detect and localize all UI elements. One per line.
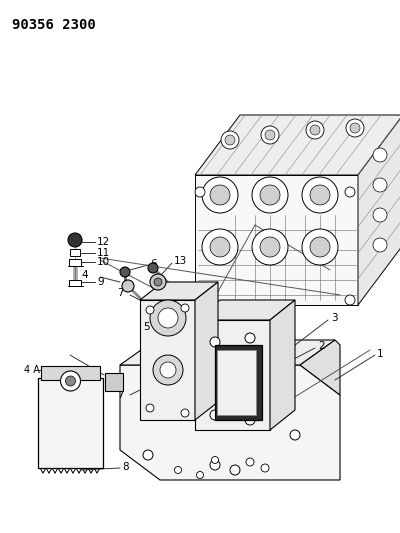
Text: 2: 2 (318, 341, 325, 351)
Circle shape (196, 472, 204, 479)
Polygon shape (195, 175, 358, 305)
Circle shape (230, 465, 240, 475)
Polygon shape (195, 320, 270, 430)
Circle shape (66, 376, 76, 386)
Circle shape (158, 308, 178, 328)
Circle shape (345, 187, 355, 197)
Circle shape (290, 430, 300, 440)
Circle shape (153, 355, 183, 385)
Text: 11: 11 (97, 248, 110, 258)
Text: 90356 2300: 90356 2300 (12, 18, 96, 32)
Circle shape (68, 233, 82, 247)
Circle shape (373, 178, 387, 192)
Circle shape (174, 466, 182, 473)
Text: 7: 7 (117, 390, 124, 400)
Circle shape (345, 295, 355, 305)
Circle shape (310, 125, 320, 135)
Polygon shape (270, 300, 295, 430)
Circle shape (261, 464, 269, 472)
Text: 10: 10 (97, 257, 110, 267)
Text: 7: 7 (117, 288, 124, 298)
Circle shape (252, 229, 288, 265)
Bar (69, 280, 81, 286)
Bar (38, 378, 103, 468)
Circle shape (222, 392, 228, 398)
Circle shape (261, 126, 279, 144)
Circle shape (210, 410, 220, 420)
Circle shape (60, 371, 80, 391)
Circle shape (260, 237, 280, 257)
Text: 1: 1 (377, 349, 384, 359)
Circle shape (310, 185, 330, 205)
Circle shape (373, 148, 387, 162)
Circle shape (306, 121, 324, 139)
Text: 5: 5 (143, 322, 150, 332)
Polygon shape (300, 340, 340, 395)
Polygon shape (120, 365, 340, 480)
Circle shape (150, 300, 186, 336)
Circle shape (195, 295, 205, 305)
Polygon shape (217, 350, 256, 415)
Circle shape (310, 237, 330, 257)
Text: 4: 4 (81, 270, 88, 280)
Bar (70, 249, 80, 256)
Circle shape (225, 135, 235, 145)
Circle shape (350, 123, 360, 133)
Circle shape (202, 177, 238, 213)
Circle shape (202, 229, 238, 265)
Circle shape (245, 333, 255, 343)
Circle shape (195, 187, 205, 197)
Circle shape (246, 458, 254, 466)
Text: 4 A: 4 A (24, 365, 40, 375)
Circle shape (346, 119, 364, 137)
Polygon shape (215, 345, 262, 420)
Circle shape (160, 362, 176, 378)
Circle shape (122, 280, 134, 292)
Text: 9: 9 (97, 277, 104, 287)
Bar (69, 259, 81, 266)
Text: 6: 6 (150, 259, 157, 269)
Circle shape (373, 208, 387, 222)
Text: 3: 3 (331, 313, 338, 323)
Circle shape (252, 177, 288, 213)
Circle shape (212, 456, 218, 464)
Circle shape (148, 263, 158, 273)
Polygon shape (195, 282, 218, 420)
Polygon shape (140, 300, 195, 420)
Text: 12: 12 (97, 237, 110, 247)
Circle shape (260, 185, 280, 205)
Circle shape (150, 274, 166, 290)
Circle shape (146, 404, 154, 412)
Circle shape (265, 130, 275, 140)
Circle shape (146, 306, 154, 314)
Text: 13: 13 (174, 256, 187, 266)
Circle shape (120, 267, 130, 277)
Circle shape (373, 238, 387, 252)
Polygon shape (120, 340, 335, 365)
Polygon shape (140, 282, 218, 300)
Circle shape (181, 409, 189, 417)
Bar (41, 366, 100, 380)
Circle shape (245, 415, 255, 425)
Circle shape (154, 278, 162, 286)
Polygon shape (358, 115, 400, 305)
Polygon shape (195, 300, 295, 320)
Circle shape (302, 177, 338, 213)
Circle shape (210, 460, 220, 470)
Circle shape (181, 304, 189, 312)
Circle shape (221, 131, 239, 149)
Text: 8: 8 (122, 462, 129, 472)
Circle shape (210, 185, 230, 205)
Circle shape (210, 337, 220, 347)
Bar (105, 373, 123, 391)
Circle shape (219, 385, 225, 391)
Polygon shape (195, 115, 400, 175)
Circle shape (143, 450, 153, 460)
Circle shape (210, 237, 230, 257)
Circle shape (302, 229, 338, 265)
